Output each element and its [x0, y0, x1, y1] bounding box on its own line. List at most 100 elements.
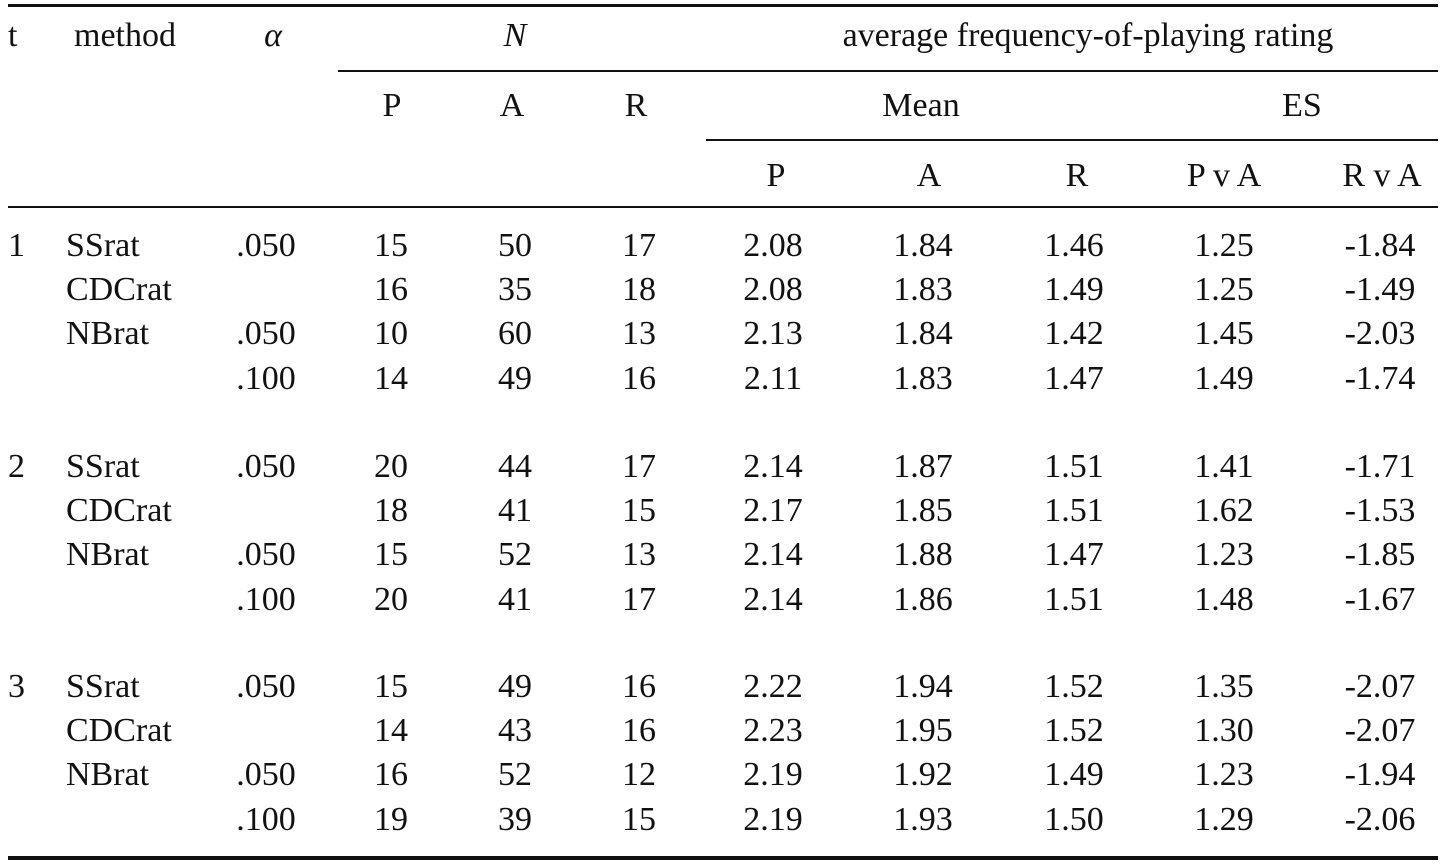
es-pva-cell: 1.49	[1194, 359, 1254, 397]
es-rva-cell: -1.53	[1344, 492, 1416, 530]
n-p-cell: 20	[374, 448, 408, 485]
mean-a-cell: 1.88	[893, 536, 953, 574]
alpha-cell: .100	[236, 359, 296, 397]
mean-p-cell: 2.19	[743, 800, 803, 838]
es-rva-cell: -1.94	[1344, 756, 1416, 794]
es-rva-cell: -1.71	[1344, 448, 1416, 485]
header-es-pva: P v A	[1186, 157, 1262, 194]
mean-p-cell: 2.14	[743, 580, 803, 618]
es-rva-cell: -1.84	[1344, 227, 1416, 264]
n-p-cell: 20	[374, 580, 408, 618]
mean-p-cell: 2.08	[743, 227, 803, 264]
n-p-cell: 19	[374, 800, 408, 838]
mean-a-cell: 1.83	[893, 359, 953, 397]
n-p-cell: 14	[374, 712, 408, 750]
n-a-cell: 49	[498, 359, 532, 397]
group-t-cell: 1	[8, 227, 25, 264]
mean-r-cell: 1.51	[1044, 492, 1104, 530]
mean-p-cell: 2.14	[743, 448, 803, 485]
mean-r-cell: 1.47	[1044, 536, 1104, 574]
n-r-cell: 15	[622, 800, 656, 838]
mean-a-cell: 1.93	[893, 800, 953, 838]
header-n-p: P	[382, 87, 402, 124]
mean-a-cell: 1.86	[893, 580, 953, 618]
header-n-a: A	[499, 87, 525, 124]
alpha-cell: .050	[236, 536, 296, 574]
es-rva-cell: -1.49	[1344, 271, 1416, 309]
n-p-cell: 14	[374, 359, 408, 397]
es-pva-cell: 1.30	[1194, 712, 1254, 750]
method-cell: SSrat	[66, 448, 140, 485]
mean-p-cell: 2.17	[743, 492, 803, 530]
es-pva-cell: 1.35	[1194, 668, 1254, 705]
method-cell: SSrat	[66, 668, 140, 705]
header-bottom-rule	[8, 206, 1438, 208]
method-cell: NBrat	[66, 315, 150, 353]
n-r-cell: 18	[622, 271, 656, 309]
header-es-rva: R v A	[1342, 157, 1422, 194]
n-p-cell: 18	[374, 492, 408, 530]
es-pva-cell: 1.45	[1194, 315, 1254, 353]
n-r-cell: 17	[622, 227, 656, 264]
es-rva-cell: -1.67	[1344, 580, 1416, 618]
n-p-cell: 16	[374, 756, 408, 794]
mean-r-cell: 1.50	[1044, 800, 1104, 838]
mean-es-span-rule	[706, 139, 1438, 141]
header-alpha: α	[264, 17, 282, 54]
alpha-cell: .050	[236, 315, 296, 353]
mean-a-cell: 1.84	[893, 227, 953, 264]
header-mean-a: A	[916, 157, 942, 194]
n-r-cell: 17	[622, 448, 656, 485]
mean-r-cell: 1.42	[1044, 315, 1104, 353]
alpha-cell: .100	[236, 580, 296, 618]
bottom-rule	[8, 856, 1438, 860]
alpha-cell: .050	[236, 227, 296, 264]
mean-a-cell: 1.83	[893, 271, 953, 309]
mean-r-cell: 1.52	[1044, 712, 1104, 750]
alpha-cell: .100	[236, 800, 296, 838]
header-t: t	[8, 17, 18, 54]
es-rva-cell: -2.07	[1344, 712, 1416, 750]
mean-r-cell: 1.52	[1044, 668, 1104, 705]
header-mean: Mean	[882, 87, 960, 124]
n-p-cell: 15	[374, 668, 408, 705]
mean-p-cell: 2.19	[743, 756, 803, 794]
header-n: N	[503, 17, 527, 54]
method-cell: NBrat	[66, 756, 150, 794]
n-a-cell: 60	[498, 315, 532, 353]
alpha-cell: .050	[236, 448, 296, 485]
n-p-cell: 15	[374, 536, 408, 574]
n-a-cell: 44	[498, 448, 532, 485]
alpha-cell: .050	[236, 668, 296, 705]
mean-p-cell: 2.23	[743, 712, 803, 750]
es-pva-cell: 1.25	[1194, 271, 1254, 309]
mean-p-cell: 2.13	[743, 315, 803, 353]
top-rule	[8, 4, 1438, 7]
mean-p-cell: 2.22	[743, 668, 803, 705]
n-p-cell: 16	[374, 271, 408, 309]
es-pva-cell: 1.25	[1194, 227, 1254, 264]
n-a-cell: 52	[498, 536, 532, 574]
method-cell: NBrat	[66, 536, 150, 574]
mean-a-cell: 1.94	[893, 668, 953, 705]
mean-p-cell: 2.14	[743, 536, 803, 574]
n-r-cell: 16	[622, 359, 656, 397]
mean-r-cell: 1.47	[1044, 359, 1104, 397]
header-rating: average frequency-of-playing rating	[842, 17, 1334, 54]
mean-r-cell: 1.46	[1044, 227, 1104, 264]
n-r-cell: 16	[622, 712, 656, 750]
n-r-cell: 13	[622, 315, 656, 353]
n-a-cell: 49	[498, 668, 532, 705]
mean-r-cell: 1.51	[1044, 580, 1104, 618]
header-mean-p: P	[766, 157, 786, 194]
n-r-cell: 16	[622, 668, 656, 705]
mean-a-cell: 1.92	[893, 756, 953, 794]
method-cell: CDCrat	[66, 492, 172, 530]
mean-r-cell: 1.51	[1044, 448, 1104, 485]
n-p-cell: 10	[374, 315, 408, 353]
mean-a-cell: 1.95	[893, 712, 953, 750]
header-method: method	[74, 17, 176, 54]
es-rva-cell: -2.03	[1344, 315, 1416, 353]
header-mean-r: R	[1065, 157, 1089, 194]
mean-p-cell: 2.11	[743, 359, 803, 397]
